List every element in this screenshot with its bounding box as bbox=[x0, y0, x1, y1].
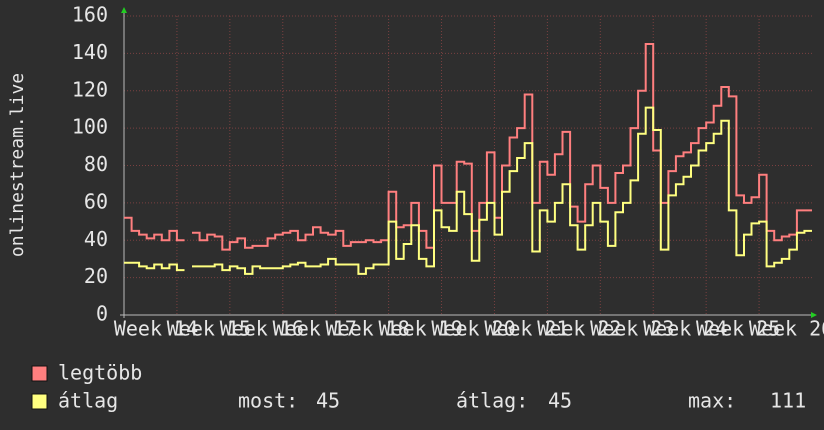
axis-arrow bbox=[811, 312, 817, 318]
series-line bbox=[192, 43, 812, 251]
x-tick-label: Week 17 bbox=[273, 317, 357, 341]
y-tick-label: 100 bbox=[72, 115, 108, 139]
y-tick-label: 0 bbox=[96, 302, 108, 326]
y-tick-label: 60 bbox=[84, 189, 108, 213]
y-tick-label: 140 bbox=[72, 40, 108, 64]
x-tick-label: Week 20 bbox=[431, 317, 515, 341]
stat-value: 45 bbox=[548, 389, 572, 413]
y-tick-label: 20 bbox=[84, 264, 108, 288]
series-line bbox=[124, 261, 185, 272]
x-tick-label: Week 21 bbox=[484, 317, 568, 341]
stat-label: most: bbox=[238, 389, 298, 413]
stat-value: 111 bbox=[770, 389, 806, 413]
axis-arrow bbox=[121, 7, 127, 13]
stat-label: átlag: bbox=[456, 389, 528, 413]
x-tick-label: Week 16 bbox=[220, 317, 304, 341]
plot-area bbox=[123, 15, 812, 316]
y-axis-label: onlinestream.live bbox=[7, 73, 28, 257]
x-tick-label: Week 14 bbox=[114, 317, 198, 341]
series-line bbox=[192, 106, 812, 275]
x-tick-label: Week 24 bbox=[643, 317, 727, 341]
x-tick-label: Week 15 bbox=[167, 317, 251, 341]
series-line bbox=[124, 216, 185, 242]
x-tick-label: Week 23 bbox=[590, 317, 674, 341]
x-tick-label: Week 22 bbox=[537, 317, 621, 341]
y-tick-label: 160 bbox=[72, 3, 108, 27]
x-tick-label: Week 26 bbox=[749, 317, 824, 341]
x-tick-label: Week 25 bbox=[696, 317, 780, 341]
y-tick-label: 120 bbox=[72, 77, 108, 101]
y-tick-label: 40 bbox=[84, 227, 108, 251]
legend-label: átlag bbox=[58, 389, 118, 413]
legend-label: legtöbb bbox=[58, 361, 142, 385]
x-tick-label: Week 19 bbox=[378, 317, 462, 341]
legend-swatch bbox=[31, 365, 48, 382]
stat-value: 45 bbox=[316, 389, 340, 413]
x-tick-label: Week 18 bbox=[326, 317, 410, 341]
stat-label: max: bbox=[688, 389, 736, 413]
legend-swatch bbox=[31, 393, 48, 410]
y-tick-label: 80 bbox=[84, 152, 108, 176]
